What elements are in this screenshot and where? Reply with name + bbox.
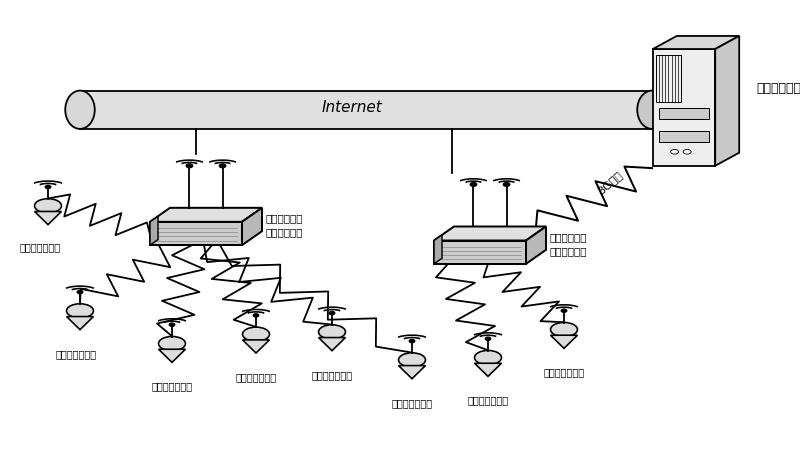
Text: 无线传感器节点: 无线传感器节点 bbox=[19, 242, 61, 252]
Ellipse shape bbox=[242, 327, 270, 341]
Ellipse shape bbox=[34, 198, 62, 213]
Ellipse shape bbox=[66, 91, 94, 129]
Circle shape bbox=[219, 164, 226, 168]
Polygon shape bbox=[242, 208, 262, 245]
Circle shape bbox=[186, 164, 193, 168]
Polygon shape bbox=[474, 363, 502, 376]
Polygon shape bbox=[158, 349, 186, 362]
Polygon shape bbox=[659, 107, 709, 119]
Polygon shape bbox=[150, 216, 158, 245]
Circle shape bbox=[410, 340, 414, 343]
Circle shape bbox=[330, 311, 334, 315]
Polygon shape bbox=[656, 55, 681, 101]
Polygon shape bbox=[659, 131, 709, 142]
Polygon shape bbox=[34, 212, 62, 225]
Ellipse shape bbox=[318, 325, 346, 339]
Text: Internet: Internet bbox=[322, 100, 382, 115]
Polygon shape bbox=[715, 36, 739, 166]
Polygon shape bbox=[434, 235, 442, 264]
Polygon shape bbox=[66, 317, 94, 330]
Circle shape bbox=[254, 314, 258, 317]
Circle shape bbox=[486, 337, 490, 340]
Ellipse shape bbox=[158, 336, 186, 351]
Ellipse shape bbox=[66, 304, 94, 318]
Polygon shape bbox=[434, 241, 526, 264]
Text: 无线传感器节点: 无线传感器节点 bbox=[235, 372, 277, 382]
Polygon shape bbox=[653, 36, 739, 49]
Circle shape bbox=[562, 309, 566, 312]
Polygon shape bbox=[242, 340, 270, 353]
Circle shape bbox=[670, 149, 678, 154]
Text: 双天线无线传
感器接收节点: 双天线无线传 感器接收节点 bbox=[550, 232, 587, 256]
Circle shape bbox=[46, 185, 50, 189]
Polygon shape bbox=[550, 335, 578, 348]
Text: 无线传感器节点: 无线传感器节点 bbox=[151, 382, 193, 391]
Text: 无线传感器节点: 无线传感器节点 bbox=[467, 396, 509, 405]
Circle shape bbox=[170, 323, 174, 326]
Polygon shape bbox=[318, 338, 346, 351]
Ellipse shape bbox=[398, 353, 426, 367]
Circle shape bbox=[78, 290, 82, 294]
Polygon shape bbox=[526, 226, 546, 264]
Polygon shape bbox=[434, 226, 546, 241]
Ellipse shape bbox=[474, 350, 502, 365]
Ellipse shape bbox=[638, 91, 666, 129]
Circle shape bbox=[683, 149, 691, 154]
Polygon shape bbox=[80, 91, 652, 129]
Text: 3G手机: 3G手机 bbox=[596, 170, 624, 197]
Text: 无线传感器节点: 无线传感器节点 bbox=[311, 370, 353, 380]
Circle shape bbox=[470, 183, 477, 186]
Circle shape bbox=[503, 183, 510, 186]
Text: 无线传感器节点: 无线传感器节点 bbox=[391, 398, 433, 408]
Polygon shape bbox=[653, 49, 715, 166]
Polygon shape bbox=[150, 208, 262, 222]
Text: 无线传感器节点: 无线传感器节点 bbox=[543, 368, 585, 377]
Polygon shape bbox=[398, 366, 426, 379]
Polygon shape bbox=[150, 222, 242, 245]
Text: 无线传感器节点: 无线传感器节点 bbox=[55, 349, 97, 359]
Ellipse shape bbox=[550, 322, 578, 337]
Text: 数据库服务器: 数据库服务器 bbox=[756, 82, 800, 95]
Text: 双天线无线传
感器接收节点: 双天线无线传 感器接收节点 bbox=[266, 213, 303, 237]
